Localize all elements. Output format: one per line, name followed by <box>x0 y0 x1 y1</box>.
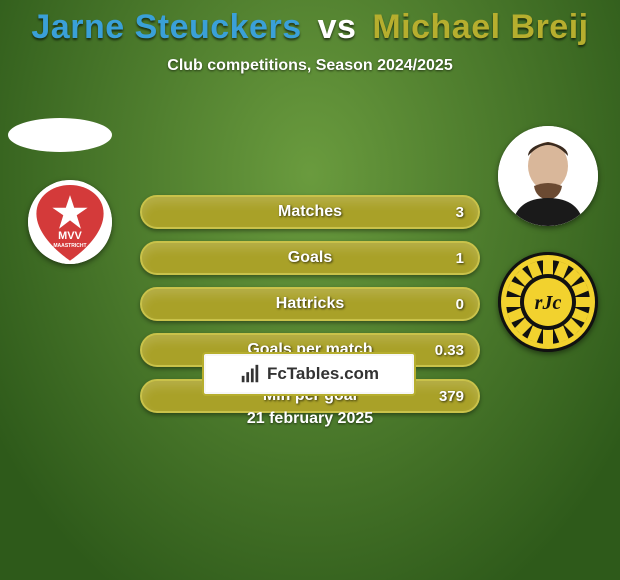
barchart-icon <box>239 363 261 385</box>
fctables-watermark: FcTables.com <box>202 352 416 396</box>
club1-text-bottom: MAASTRICHT <box>53 243 87 249</box>
stat-row-hattricks: Hattricks 0 <box>140 287 480 321</box>
stat-value-right: 0 <box>456 296 464 313</box>
stat-label: Hattricks <box>276 295 344 313</box>
stat-value-right: 0.33 <box>435 342 464 359</box>
stat-row-matches: Matches 3 <box>140 195 480 229</box>
title-player2: Michael Breij <box>372 8 588 46</box>
fctables-text: FcTables.com <box>267 364 379 384</box>
stat-label: Goals <box>288 249 332 267</box>
subtitle: Club competitions, Season 2024/2025 <box>0 57 620 75</box>
stat-label: Matches <box>278 203 342 221</box>
player2-avatar <box>498 126 598 226</box>
title-player1: Jarne Steuckers <box>31 8 301 46</box>
club1-badge: MVV MAASTRICHT <box>28 180 112 264</box>
club1-text-top: MVV <box>58 230 82 242</box>
stat-value-right: 3 <box>456 204 464 221</box>
date-text: 21 february 2025 <box>0 410 620 428</box>
club2-initials: rJc <box>535 292 562 314</box>
player1-avatar <box>8 118 112 152</box>
stat-row-goals: Goals 1 <box>140 241 480 275</box>
stat-value-right: 379 <box>439 388 464 405</box>
comparison-card: Jarne Steuckers vs Michael Breij Club co… <box>0 0 620 580</box>
stat-value-right: 1 <box>456 250 464 267</box>
page-title: Jarne Steuckers vs Michael Breij <box>0 0 620 47</box>
title-vs: vs <box>318 8 357 46</box>
club2-badge: rJc <box>498 252 598 352</box>
